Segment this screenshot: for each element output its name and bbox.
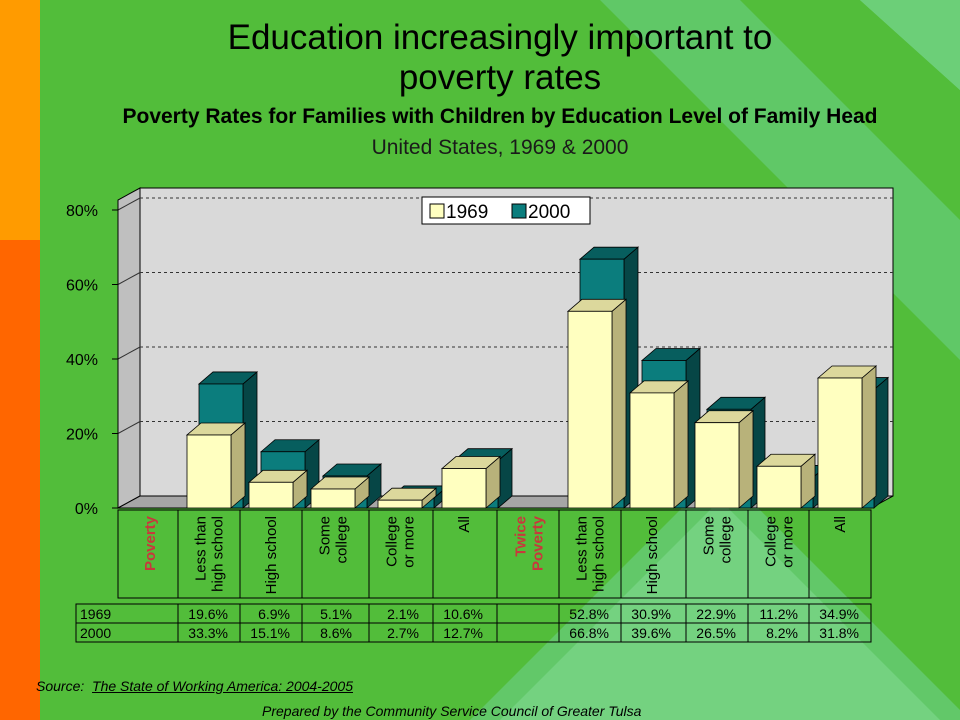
gridline-side	[117, 272, 141, 285]
legend-swatch-1969	[429, 203, 445, 219]
table-cell: 19.6%	[188, 606, 228, 622]
bar-front	[441, 468, 487, 509]
table-cell: 10.6%	[443, 606, 483, 622]
bar-side	[861, 365, 877, 509]
chart-side-wall	[117, 187, 141, 509]
gridline-side	[117, 421, 141, 434]
table-cell: 52.8%	[569, 606, 609, 622]
category-label: Less than	[574, 516, 591, 581]
table-cell: 12.7%	[443, 625, 483, 641]
table-cell: 33.3%	[188, 625, 228, 641]
table-cell: 5.1%	[320, 606, 352, 622]
page-title: Education increasingly important to pove…	[227, 18, 773, 97]
table-cell: 2.1%	[387, 606, 419, 622]
legend: 1969 2000	[421, 196, 591, 225]
category-label: College	[763, 516, 780, 567]
table-cell: 11.2%	[759, 606, 798, 622]
legend-label-2000: 2000	[528, 202, 570, 223]
legend-label-1969: 1969	[446, 202, 488, 223]
gridline-side	[117, 346, 141, 360]
y-tick-label: 80%	[66, 203, 98, 220]
bar-1969	[628, 380, 690, 509]
category-label: College	[384, 516, 401, 567]
bar-1969	[566, 298, 628, 509]
bar-side	[738, 409, 754, 509]
source-note: Source: The State of Working America: 20…	[36, 678, 353, 694]
bar-1969	[693, 409, 755, 509]
y-tick-label: 0%	[75, 501, 98, 518]
table-cell: 8.2%	[766, 625, 798, 641]
table-cell: 34.9%	[819, 606, 859, 622]
bar-1969	[755, 453, 817, 509]
bar-1969	[247, 469, 309, 509]
bar-1969	[816, 365, 878, 509]
category-label: Some	[317, 516, 334, 555]
bar-1969	[185, 422, 247, 509]
bar-front	[248, 481, 294, 509]
orange-stripe-bottom	[0, 240, 40, 720]
table-cell: 6.9%	[258, 606, 290, 622]
bar-1969	[376, 487, 438, 509]
category-label: All	[832, 516, 849, 533]
table-cell: 8.6%	[320, 625, 352, 641]
table-cell: 39.6%	[631, 625, 671, 641]
bar-side	[611, 298, 627, 509]
group-label-poverty: Poverty	[142, 515, 159, 571]
bar-front	[629, 392, 675, 509]
bar-front	[377, 499, 423, 509]
group-label-twice-poverty: Poverty	[530, 515, 547, 571]
chart-back-wall	[139, 187, 894, 497]
group-label-twice-poverty: Twice	[513, 516, 530, 557]
category-label: High school	[644, 516, 661, 594]
category-grid	[117, 509, 872, 599]
table-cell: 30.9%	[631, 606, 671, 622]
category-label: high school	[210, 516, 227, 592]
bar-1969	[309, 476, 371, 509]
bar-1969	[440, 455, 502, 509]
table-cell: 22.9%	[696, 606, 736, 622]
category-label: All	[456, 516, 473, 533]
table-cell: 15.1%	[250, 625, 290, 641]
category-label: college	[718, 516, 735, 564]
source-link[interactable]: The State of Working America: 2004-2005	[92, 678, 353, 694]
category-label: Less than	[193, 516, 210, 581]
gridline-side	[117, 197, 141, 211]
bar-side	[673, 380, 689, 509]
prepared-by: Prepared by the Community Service Counci…	[262, 703, 642, 719]
category-label: high school	[591, 516, 608, 592]
bar-front	[694, 422, 740, 509]
orange-stripe-top	[0, 0, 40, 240]
bar-front	[567, 310, 613, 509]
table-cell: 31.8%	[819, 625, 859, 641]
y-tick-label: 40%	[66, 352, 98, 369]
table-row-label: 2000	[80, 625, 111, 641]
table-cell: 26.5%	[696, 625, 736, 641]
category-label: or more	[401, 516, 418, 568]
bar-front	[817, 377, 863, 509]
bar-front	[310, 488, 356, 509]
y-tick-label: 60%	[66, 278, 98, 295]
table-row-label: 1969	[80, 606, 111, 622]
legend-swatch-2000	[511, 203, 527, 219]
bar-side	[230, 422, 246, 509]
table-cell: 2.7%	[387, 625, 419, 641]
category-label: college	[334, 516, 351, 564]
category-label: Some	[701, 516, 718, 555]
y-tick-label: 20%	[66, 427, 98, 444]
legend-box	[421, 196, 591, 225]
table-cell: 66.8%	[569, 625, 609, 641]
chart-subtitle-2: United States, 1969 & 2000	[371, 136, 629, 159]
bar-front	[756, 465, 802, 509]
bar-front	[186, 434, 232, 509]
category-label: or more	[780, 516, 797, 568]
chart-subtitle: Poverty Rates for Families with Children…	[122, 105, 878, 128]
category-label: High school	[263, 516, 280, 594]
